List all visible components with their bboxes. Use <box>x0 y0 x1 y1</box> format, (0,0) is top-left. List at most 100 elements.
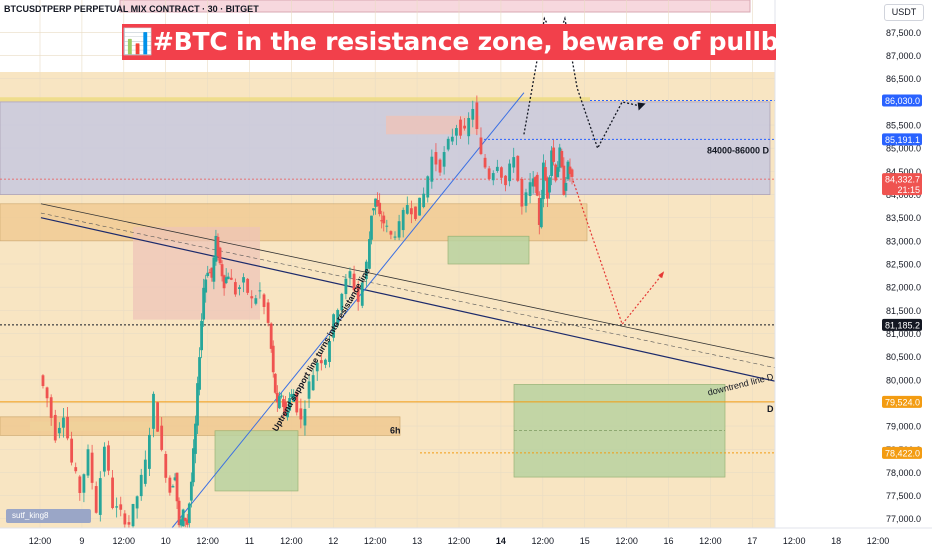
candle-body <box>479 137 483 155</box>
candle-body <box>570 169 574 177</box>
time-tick-label: 14 <box>496 536 506 546</box>
candle-body <box>295 392 299 413</box>
candle-body <box>111 477 114 509</box>
candle-body <box>558 147 562 168</box>
candle-body <box>258 290 262 292</box>
candle-body <box>206 272 210 276</box>
price-axis: 77,000.077,500.078,000.078,500.079,000.0… <box>774 0 932 550</box>
bearish-arrowhead <box>658 271 665 279</box>
candle-body <box>418 197 421 216</box>
candle-body <box>442 152 446 167</box>
headline-banner: 📊#BTC in the resistance zone, beware of … <box>122 24 776 60</box>
candle-body <box>78 476 82 493</box>
candle-body <box>107 445 110 471</box>
candle-body <box>49 397 53 418</box>
price-tick-label: 81,500.0 <box>886 306 921 316</box>
candle-body <box>380 220 384 222</box>
candle-body <box>324 359 327 365</box>
candle-body <box>500 167 503 178</box>
candle-body <box>250 296 254 299</box>
red-box-left <box>133 226 260 320</box>
price-tick-label: 83,000.0 <box>886 236 921 246</box>
price-tag-countdown: 21:15 <box>897 185 920 195</box>
price-tick-label: 85,000.0 <box>886 144 921 154</box>
candle-body <box>168 477 172 493</box>
candle-body <box>524 192 528 206</box>
price-tag <box>882 318 922 331</box>
zone-inner <box>30 421 160 431</box>
price-tick-label: 77,500.0 <box>886 491 921 501</box>
candle-body <box>94 486 98 513</box>
candle-body <box>299 408 303 420</box>
time-tick-label: 11 <box>245 536 254 546</box>
time-tick-label: 15 <box>580 536 590 546</box>
candle-body <box>160 425 164 450</box>
candle-body <box>430 156 434 182</box>
candle-body <box>183 517 187 522</box>
candle-body <box>368 239 371 269</box>
candle-body <box>467 117 471 137</box>
candle-body <box>192 448 195 483</box>
candle-body <box>70 438 74 463</box>
time-tick-label: 12:00 <box>29 536 52 546</box>
price-tick-label: 79,000.0 <box>886 422 921 432</box>
candle-body <box>82 474 86 493</box>
candle-body <box>450 136 454 142</box>
candle-body <box>552 147 556 162</box>
price-tick-label: 80,500.0 <box>886 352 921 362</box>
price-tick-label: 87,000.0 <box>886 51 921 61</box>
candle-body <box>520 178 524 207</box>
candle-body <box>53 414 57 441</box>
candle-body <box>41 375 45 387</box>
candle-body <box>539 197 543 228</box>
candle-body <box>556 167 560 178</box>
time-tick-label: 9 <box>79 536 84 546</box>
downtrend-line <box>40 217 811 390</box>
candle-body <box>414 206 417 219</box>
currency-button[interactable]: USDT <box>884 4 924 21</box>
candle-body <box>568 166 572 175</box>
candle-body <box>434 152 438 165</box>
green-box-mid <box>447 235 530 265</box>
candle-body <box>475 102 479 130</box>
projections <box>523 15 665 326</box>
price-tick-label: 82,500.0 <box>886 260 921 270</box>
candle-body <box>378 202 382 215</box>
candle-body <box>148 434 151 469</box>
resistance-zone-label: 84000-86000 D <box>707 146 770 156</box>
candle-body <box>352 273 356 291</box>
time-tick-label: 12:00 <box>448 536 471 546</box>
candle-body <box>135 496 139 509</box>
candle-body <box>242 277 245 283</box>
candle-body <box>189 481 193 501</box>
candle-body <box>202 287 206 320</box>
price-tag <box>882 173 922 196</box>
candle-body <box>290 394 294 398</box>
candle-body <box>374 198 377 207</box>
candle-body <box>566 161 570 180</box>
candle-body <box>455 128 458 136</box>
candle-body <box>210 267 214 278</box>
candle-body <box>336 309 340 325</box>
price-tick-label: 77,000.0 <box>886 514 921 524</box>
candle-body <box>62 417 65 428</box>
trendlines <box>40 92 811 529</box>
candle-body <box>224 277 228 284</box>
uptrend-line <box>171 92 525 529</box>
candles <box>41 95 574 535</box>
candle-body <box>57 427 61 434</box>
candle-body <box>537 198 541 225</box>
bullish-projection <box>523 15 643 150</box>
candle-body <box>385 225 389 227</box>
time-tick-label: 12 <box>328 536 338 546</box>
trendline-upper <box>40 203 811 367</box>
green-box-low <box>214 430 299 492</box>
price-tag-value: 78,422.0 <box>885 448 920 458</box>
candle-body <box>292 393 296 403</box>
candle-body <box>123 513 127 525</box>
candle-body <box>531 178 535 187</box>
candle-body <box>548 177 551 193</box>
candle-body <box>541 162 545 200</box>
candle-body <box>564 182 568 191</box>
